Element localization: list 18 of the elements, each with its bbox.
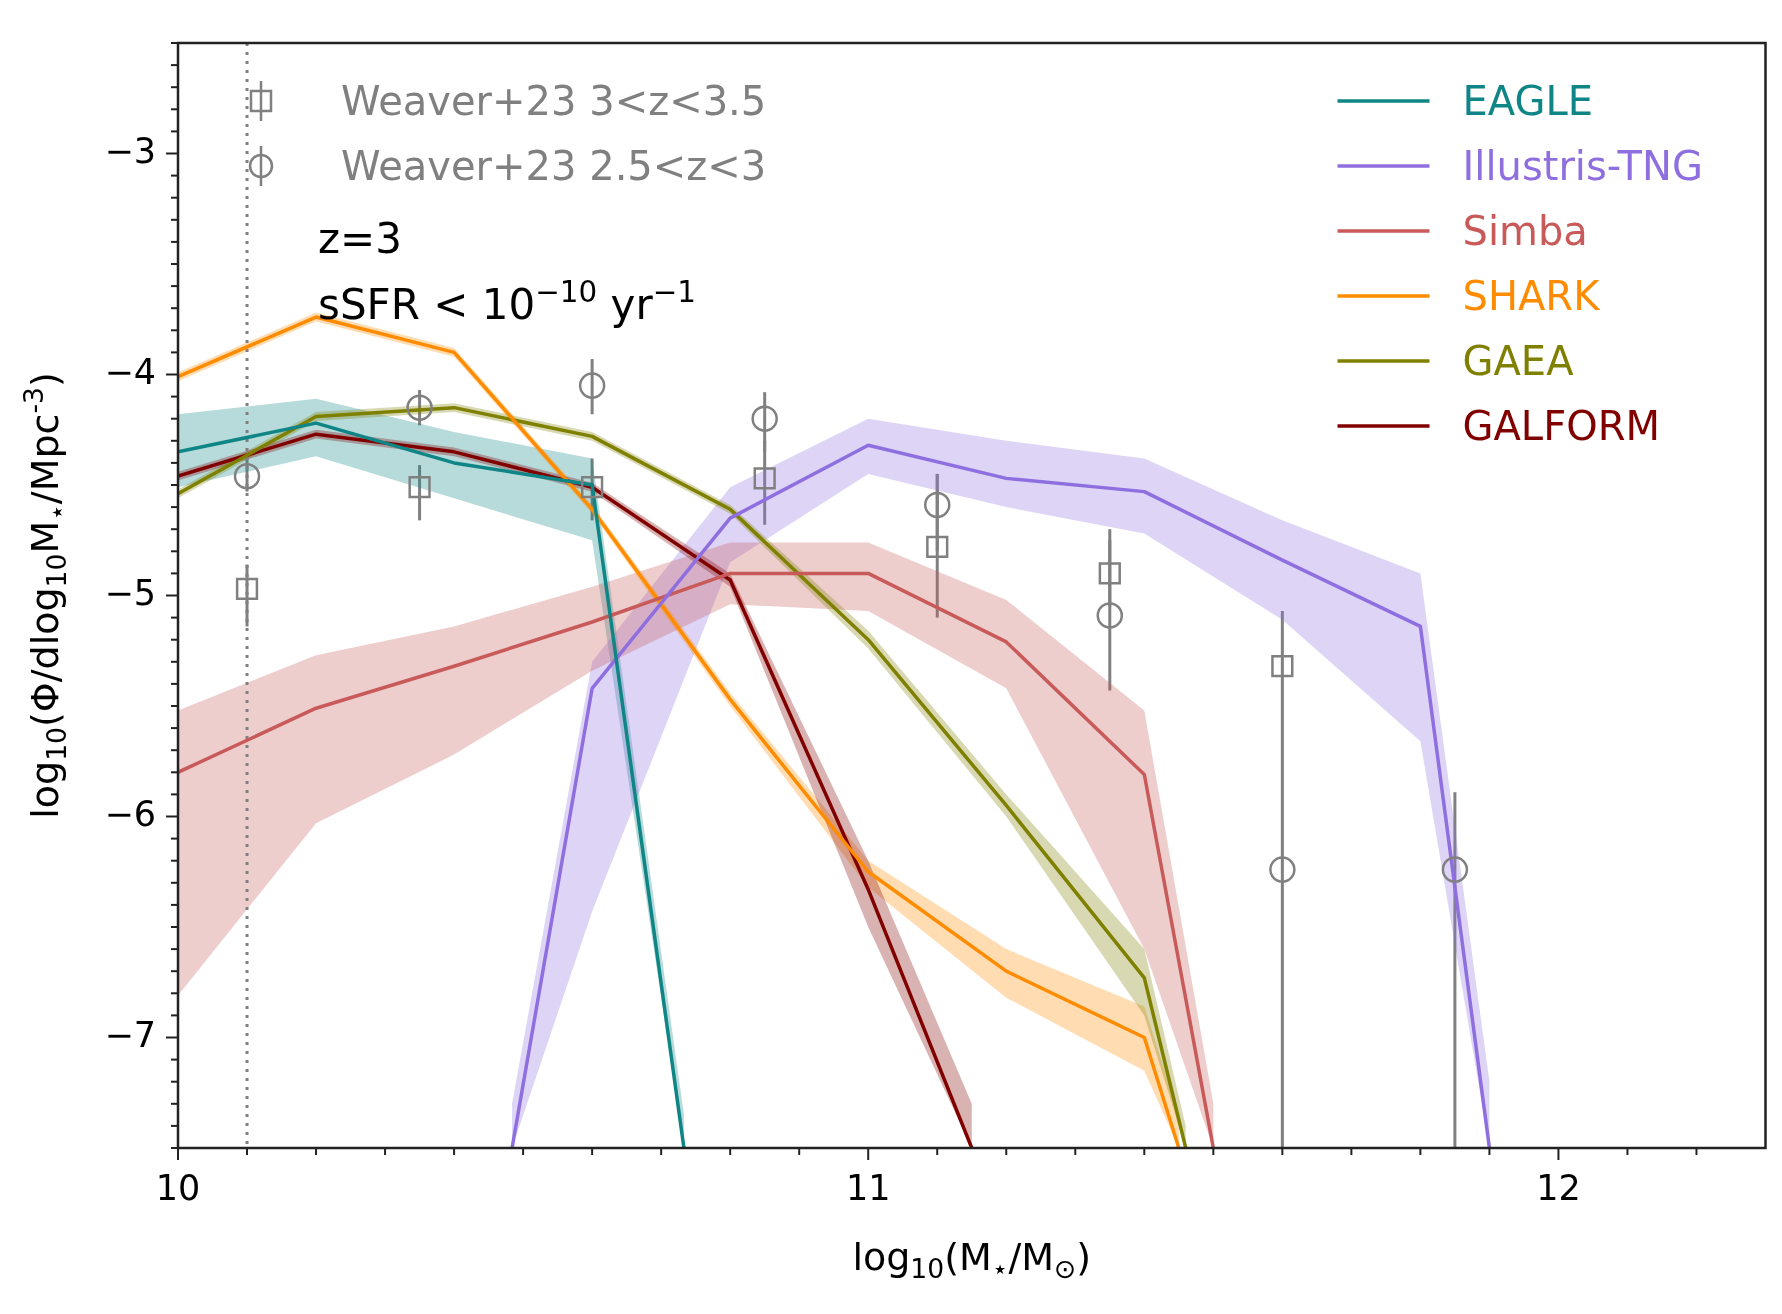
legend-label: Illustris-TNG (1462, 143, 1703, 189)
legend-label: Weaver+23 2.5<z<3 (341, 143, 767, 189)
x-tick-label: 11 (845, 1168, 891, 1209)
y-tick-label: −7 (104, 1014, 156, 1055)
legend-label: SHARK (1462, 273, 1602, 319)
text: log10(Φ/dlog10M⋆/Mpc-3) (17, 372, 72, 819)
legend-label: Simba (1462, 208, 1588, 254)
annotation: z=3 (318, 214, 402, 263)
x-tick-label: 12 (1536, 1168, 1581, 1209)
legend-label: EAGLE (1462, 78, 1593, 124)
x-tick-label: 10 (155, 1168, 201, 1209)
legend-label: Weaver+23 3<z<3.5 (341, 78, 767, 124)
legend-label: GAEA (1462, 338, 1575, 384)
y-tick-label: −5 (104, 572, 156, 613)
y-tick-label: −4 (104, 351, 156, 392)
legend-label: GALFORM (1462, 403, 1660, 449)
y-tick-label: −6 (104, 793, 156, 834)
y-tick-label: −3 (104, 130, 156, 171)
